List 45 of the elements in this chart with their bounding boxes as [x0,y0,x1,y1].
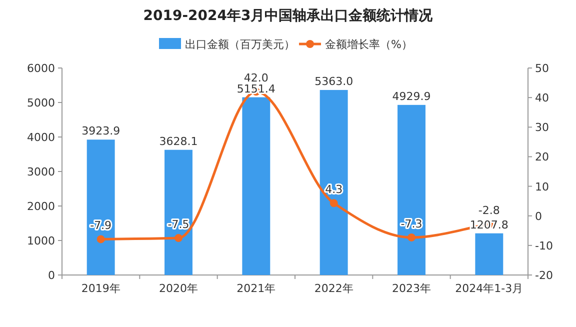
y-tick-label: 2000 [27,200,55,213]
y2-tick-label: 30 [535,121,549,134]
legend-label: 出口金额（百万美元） [185,38,295,51]
data-label: 42.0 [244,72,268,85]
x-tick-label: 2023年 [392,282,431,295]
data-label: 3923.9 [82,124,120,138]
y2-tick-label: 10 [535,180,549,194]
bar [164,150,192,275]
chart-title: 2019-2024年3月中国轴承出口金额统计情况 [143,7,434,24]
data-label: 5363.0 [314,74,354,88]
y2-tick-label: -10 [535,239,553,252]
point [174,234,182,242]
point [96,235,105,244]
x-tick-label: 2019年 [81,282,120,295]
data-label: -7.9 [90,219,112,232]
y2-tick-label: 20 [535,150,549,164]
y-tick-label: 5000 [27,96,55,110]
x-tick-label: 2024年1-3月 [455,282,524,295]
x-tick-label: 2021年 [236,282,276,295]
bar [86,140,115,275]
y2-tick-label: 0 [535,210,542,223]
y2-tick-label: -20 [535,269,553,282]
y-tick-label: 3000 [27,166,55,178]
x-tick-label: 2022年 [314,282,354,295]
data-label: 4.3 [325,183,343,196]
y-tick-label: 1000 [27,234,55,248]
y2-tick-label: 40 [535,92,549,105]
y-tick-label: 0 [48,269,55,282]
bar [398,104,426,275]
data-label: -2.8 [478,204,500,218]
data-label: 5151.4 [236,82,276,96]
y2-tick-label: 50 [535,62,549,75]
point [408,233,416,242]
y-tick-label: 4000 [27,131,55,144]
data-label: 4929.9 [392,90,431,103]
data-label: 3628.1 [159,134,198,148]
bar [242,97,270,275]
bar [320,90,348,275]
data-label: -7.3 [400,217,422,230]
x-tick-label: 2020年 [159,282,198,295]
point [330,199,338,208]
y-tick-label: 6000 [27,62,55,75]
legend-label: 金额增长率（%） [325,38,412,51]
data-label: -7.5 [168,218,190,232]
bar [475,233,504,275]
